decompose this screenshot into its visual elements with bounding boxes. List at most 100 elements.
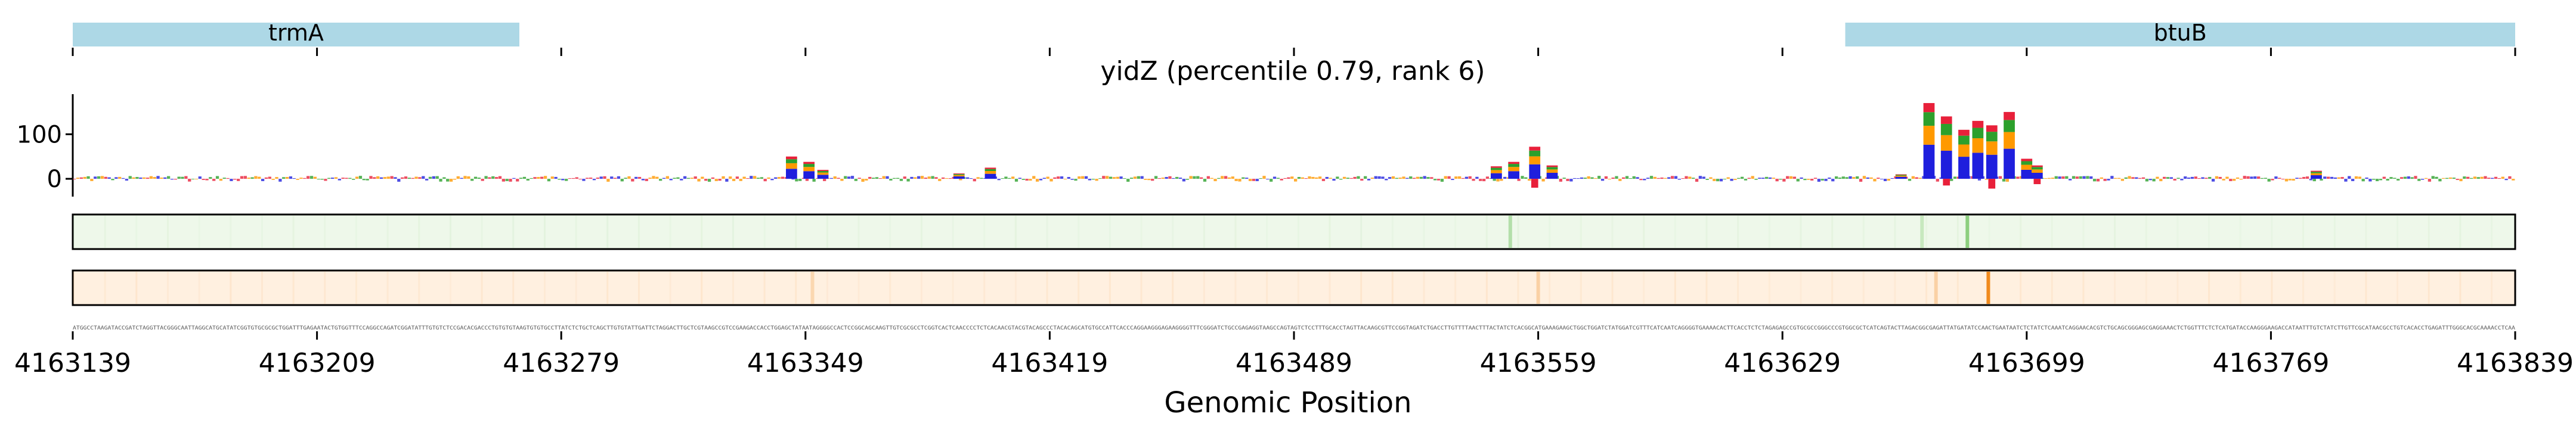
logo-baseline-letter	[215, 176, 219, 179]
logo-baseline-letter	[1057, 176, 1060, 179]
track2-texture	[2020, 272, 2022, 304]
logo-baseline-letter	[128, 176, 132, 179]
logo-baseline-letter	[1657, 178, 1660, 179]
track1-texture	[857, 216, 860, 248]
logo-baseline-letter	[2494, 176, 2498, 179]
logo-baseline-letter	[1001, 178, 1004, 179]
track1-texture	[1862, 216, 1865, 248]
logo-baseline-letter	[313, 176, 317, 179]
logo-baseline-letter	[271, 179, 275, 180]
logo-baseline-letter	[861, 179, 865, 182]
logo-baseline-letter	[1796, 179, 1800, 182]
logo-baseline-letter	[1636, 177, 1639, 179]
track2-texture	[732, 272, 734, 304]
track1-texture	[2459, 216, 2462, 248]
track1-texture	[889, 216, 891, 248]
logo-baseline-letter	[2459, 179, 2463, 182]
logo-baseline-letter	[1440, 179, 1444, 182]
logo-baseline-letter	[1834, 176, 1838, 179]
logo-baseline-letter	[1021, 179, 1025, 180]
logo-baseline-letter	[1887, 179, 1891, 181]
logo-baseline-letter	[2096, 179, 2100, 182]
track2-highlight	[1986, 272, 1990, 304]
logo-baseline-letter	[2208, 176, 2212, 179]
logo-baseline-letter	[924, 178, 928, 179]
logo-baseline-letter	[2173, 179, 2176, 181]
track1-texture	[2020, 216, 2022, 248]
logo-baseline-letter	[2421, 179, 2425, 180]
track2-texture	[826, 272, 828, 304]
logo-baseline-letter	[547, 179, 551, 182]
logo-baseline-letter	[1270, 179, 1273, 182]
track1-texture	[2239, 216, 2241, 248]
logo-baseline-letter	[1600, 179, 1605, 181]
logo-baseline-letter	[676, 177, 680, 179]
attribution-track-2	[72, 269, 2516, 306]
logo-baseline-letter	[568, 178, 572, 179]
logo-baseline-letter	[934, 177, 938, 179]
logo-baseline-letter	[2218, 176, 2222, 179]
logo-baseline-letter	[2368, 179, 2372, 182]
logo-baseline-letter	[184, 176, 188, 179]
track1-texture	[135, 216, 138, 248]
logo-baseline-letter	[1649, 176, 1654, 179]
logo-baseline-letter	[473, 176, 478, 179]
logo-baseline-letter	[1308, 176, 1311, 179]
track1-texture	[1014, 216, 1017, 248]
logo-baseline-letter	[394, 177, 397, 179]
logo-baseline-letter	[1106, 176, 1109, 179]
logo-baseline-letter	[456, 176, 460, 179]
logo-baseline-letter	[2264, 178, 2267, 179]
logo-baseline-letter	[774, 177, 778, 179]
logo-baseline-letter	[1597, 176, 1601, 179]
logo-baseline-letter	[1573, 178, 1577, 179]
track1-texture	[1925, 216, 1928, 248]
track2-texture	[418, 272, 420, 304]
track2-texture	[512, 272, 515, 304]
track1-texture	[1580, 216, 1582, 248]
logo-baseline-letter	[634, 176, 638, 179]
track1-texture	[826, 216, 828, 248]
logo-peak-letter	[1972, 128, 1984, 139]
logo-baseline-letter	[435, 176, 439, 179]
logo-baseline-letter	[1011, 176, 1015, 179]
logo-baseline-letter	[627, 176, 631, 179]
logo-baseline-letter	[2309, 179, 2313, 181]
logo-baseline-letter	[2417, 179, 2421, 181]
logo-baseline-letter	[386, 176, 390, 179]
logo-peak-letter	[1923, 126, 1935, 145]
track1-texture	[1297, 216, 1299, 248]
logo-baseline-letter	[76, 178, 80, 179]
track1-texture	[1517, 216, 1519, 248]
logo-baseline-letter	[942, 177, 945, 179]
logo-baseline-letter	[1841, 176, 1845, 179]
track1-texture	[795, 216, 797, 248]
logo-baseline-letter	[1643, 179, 1646, 181]
logo-baseline-letter	[1660, 177, 1664, 179]
logo-baseline-letter	[1102, 176, 1106, 179]
logo-peak-letter	[1491, 166, 1502, 168]
x-axis-tick-label: 4163419	[991, 348, 1108, 378]
logo-baseline-letter	[2484, 176, 2487, 179]
logo-baseline-letter	[1119, 176, 1123, 179]
track1-texture	[1046, 216, 1048, 248]
logo-baseline-letter	[718, 179, 722, 181]
logo-baseline-letter	[153, 177, 156, 179]
logo-baseline-letter	[2197, 178, 2201, 179]
logo-baseline-letter	[2442, 178, 2445, 179]
logo-baseline-letter	[1611, 178, 1615, 179]
logo-baseline-letter	[882, 176, 886, 179]
x-axis-tick-label: 4163209	[259, 348, 376, 378]
logo-baseline-letter	[439, 179, 442, 182]
logo-baseline-letter	[1713, 179, 1716, 181]
logo-baseline-letter	[373, 177, 376, 179]
logo-baseline-letter	[959, 179, 962, 181]
logo-peak-letter	[1972, 153, 1984, 179]
logo-baseline-letter	[711, 177, 715, 179]
logo-peak-letter	[1491, 170, 1502, 173]
logo-baseline-letter	[1702, 176, 1705, 179]
logo-baseline-letter	[2435, 176, 2438, 179]
logo-baseline-letter	[1231, 176, 1234, 179]
logo-baseline-letter	[746, 178, 750, 179]
logo-baseline-letter	[2327, 176, 2330, 179]
